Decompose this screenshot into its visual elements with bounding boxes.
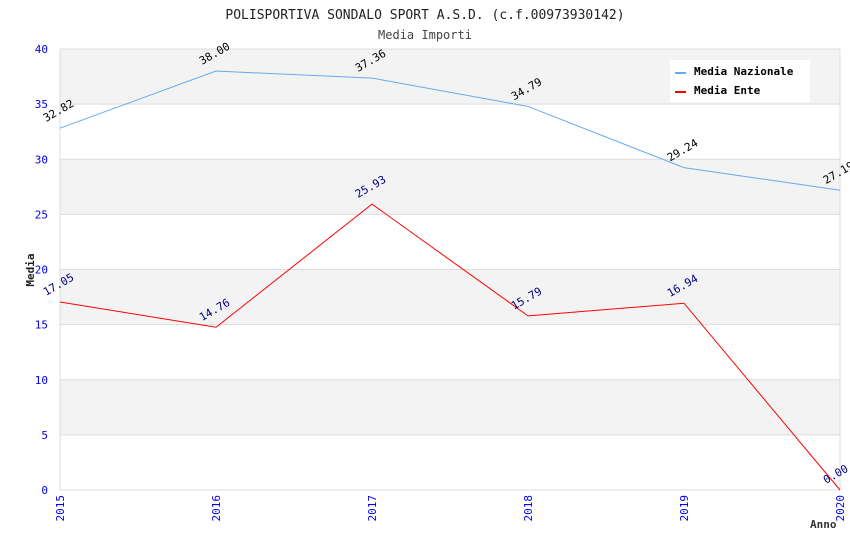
x-axis-label: Anno — [810, 518, 837, 531]
y-tick-label: 35 — [35, 98, 48, 111]
chart-title: POLISPORTIVA SONDALO SPORT A.S.D. (c.f.0… — [225, 8, 624, 23]
legend-swatch — [675, 91, 686, 93]
series-line-media-nazionale — [59, 70, 841, 191]
x-tick-label: 2019 — [678, 495, 691, 522]
y-tick-label: 10 — [35, 374, 48, 387]
y-tick-label: 20 — [35, 264, 48, 277]
legend-swatch — [675, 72, 686, 74]
x-tick-label: 2018 — [522, 495, 535, 522]
y-tick-label: 25 — [35, 208, 48, 221]
y-axis-label: Media — [24, 253, 37, 286]
grid-band — [60, 434, 840, 490]
legend: Media Nazionale Media Ente — [670, 60, 810, 102]
y-tick-label: 15 — [35, 319, 48, 332]
grid-band — [60, 324, 840, 380]
series-line-media-ente — [59, 203, 841, 491]
x-tick-label: 2017 — [366, 495, 379, 522]
x-tick-label: 2016 — [210, 495, 223, 522]
grid-band — [60, 104, 840, 160]
x-tick-label: 2015 — [54, 495, 67, 522]
x-tick-label: 2020 — [834, 495, 847, 522]
grid-band — [60, 159, 840, 215]
chart-subtitle: Media Importi — [378, 28, 472, 42]
y-tick-label: 5 — [41, 429, 48, 442]
y-tick-label: 0 — [41, 484, 48, 497]
grid-band — [60, 214, 840, 270]
grid-band — [60, 379, 840, 435]
y-tick-label: 30 — [35, 153, 48, 166]
legend-entry: Media Ente — [694, 84, 761, 97]
legend-entry: Media Nazionale — [694, 65, 794, 78]
y-tick-label: 40 — [35, 43, 48, 56]
grid-band — [60, 269, 840, 325]
